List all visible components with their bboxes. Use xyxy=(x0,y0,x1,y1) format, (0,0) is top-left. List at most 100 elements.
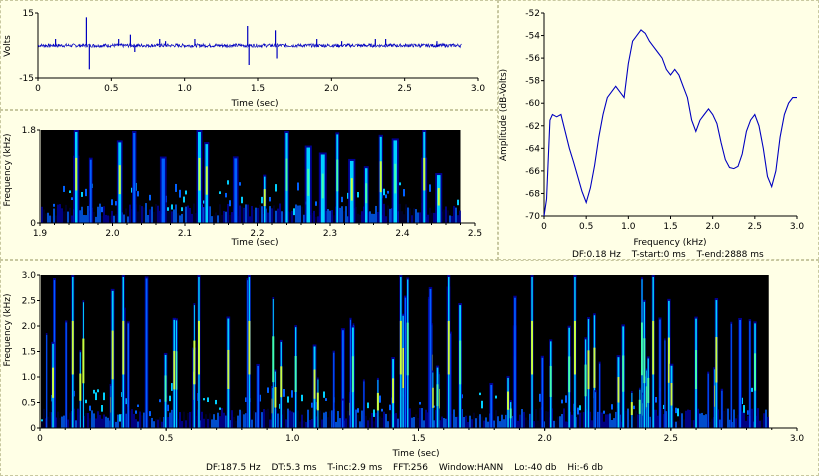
spectrogram-full-noise-cell xyxy=(417,417,419,428)
spectrogram-full-noise-cell xyxy=(563,408,565,428)
spectrogram-full-noise-cell xyxy=(555,420,557,428)
spectrogram-full-noise-cell xyxy=(141,415,143,428)
spectrogram-zoom-noise-cell xyxy=(403,214,405,223)
spectrogram-zoom-panel xyxy=(0,110,498,260)
spectrogram-zoom-noise-cell xyxy=(443,209,445,223)
spectrogram-full-event-peak xyxy=(617,377,620,403)
spectrogram-zoom-noise-cell xyxy=(431,212,433,223)
spectrogram-full-noise-cell xyxy=(759,420,761,428)
spectrogram-zoom-noise-cell xyxy=(127,216,129,223)
spectrogram-zoom-noise-cell xyxy=(293,215,295,223)
spectrogram-zoom-noise-cell xyxy=(101,206,103,213)
spectrogram-zoom-noise-cell xyxy=(179,215,181,223)
spectrum-y-tick-label: -68 xyxy=(525,189,540,199)
spectrogram-zoom-noise-cell xyxy=(389,208,391,223)
spectrogram-zoom-noise-cell xyxy=(203,200,205,204)
spectrogram-zoom-noise-cell xyxy=(303,214,305,223)
spectrogram-zoom-noise-cell xyxy=(179,189,181,198)
footer-tinc: T-inc:2.9 ms xyxy=(327,463,383,473)
spectrogram-zoom-noise-cell xyxy=(243,207,245,223)
spectrogram-full-noise-cell xyxy=(277,413,279,428)
spectrum-y-tick-label: -52 xyxy=(525,9,540,19)
spectrogram-zoom-noise-cell xyxy=(141,206,143,223)
spectrogram-zoom-noise-cell xyxy=(63,211,65,223)
spectrogram-zoom-noise-cell xyxy=(403,189,405,197)
spectrogram-zoom-noise-cell xyxy=(329,210,331,223)
spectrogram-zoom-noise-cell xyxy=(241,196,243,204)
spectrogram-zoom-noise-cell xyxy=(125,208,127,223)
spectrogram-zoom-noise-cell xyxy=(157,205,159,223)
spectrogram-zoom-noise-cell xyxy=(209,206,211,223)
spectrogram-zoom-noise-cell xyxy=(269,206,271,223)
spectrum-x-tick-label: 2.5 xyxy=(748,222,762,232)
spectrogram-full-noise-cell xyxy=(235,420,237,428)
spectrogram-full-noise-cell xyxy=(239,409,241,428)
spectrogram-full-event-core xyxy=(342,400,344,428)
spectrogram-full-noise-cell xyxy=(93,413,95,428)
spectrogram-zoom-event-core xyxy=(89,159,92,223)
spectrogram-full-noise-cell xyxy=(223,412,225,428)
spectrogram-full-noise-cell xyxy=(367,420,369,428)
spectrogram-full-noise-cell xyxy=(139,411,141,428)
spectrogram-full-noise-cell xyxy=(451,414,453,428)
spectrogram-zoom-noise-cell xyxy=(143,207,145,223)
spectrogram-full-noise-cell xyxy=(245,397,247,402)
spectrogram-full-noise-cell xyxy=(743,405,745,413)
spectrogram-full-noise-cell xyxy=(743,412,745,428)
spectrogram-full-event-core xyxy=(664,340,666,428)
spectrogram-full-noise-cell xyxy=(433,405,435,408)
spectrogram-zoom-noise-cell xyxy=(189,207,191,223)
waveform-trace xyxy=(37,42,462,49)
spectrogram-full-noise-cell xyxy=(387,421,389,428)
spectrogram-full-noise-cell xyxy=(597,411,599,428)
spectrogram-full-noise-cell xyxy=(95,418,97,428)
spectrogram-full-noise-cell xyxy=(527,420,529,428)
spectrogram-zoom-xlabel: Time (sec) xyxy=(230,238,278,248)
spectrum-footer-tend: T-end:2888 ms xyxy=(696,250,764,260)
spectrogram-zoom-noise-cell xyxy=(41,206,43,223)
spectrogram-full-noise-cell xyxy=(741,397,743,405)
spectrogram-zoom-noise-cell xyxy=(347,216,349,223)
spectrogram-full-noise-cell xyxy=(607,414,609,428)
spectrogram-full-noise-cell xyxy=(637,414,639,428)
spectrogram-full-noise-cell xyxy=(561,414,563,428)
spectrogram-full-noise-cell xyxy=(323,412,325,428)
spectrogram-zoom-event-peak xyxy=(336,159,339,192)
spectrogram-zoom-noise-cell xyxy=(229,214,231,223)
spectrum-x-tick-label: 3.0 xyxy=(790,222,805,232)
spectrogram-zoom-noise-cell xyxy=(247,204,249,223)
spectrogram-zoom-noise-cell xyxy=(53,203,55,207)
spectrogram-zoom-event-peak xyxy=(350,178,353,201)
spectrogram-full-ylabel: Frequency (kHz) xyxy=(3,293,13,366)
spectrogram-full-noise-cell xyxy=(203,398,205,401)
spectrogram-full-event-peak xyxy=(641,322,644,376)
spectrogram-full-event-peak xyxy=(431,387,434,408)
spectrogram-full-noise-cell xyxy=(463,416,465,428)
spectrogram-full-event-peak xyxy=(392,378,395,404)
spectrogram-zoom-noise-cell xyxy=(429,207,431,223)
spectrogram-full-noise-cell xyxy=(661,408,663,428)
spectrogram-full-noise-cell xyxy=(203,418,205,428)
spectrogram-full-noise-cell xyxy=(355,409,357,428)
spectrogram-full-noise-cell xyxy=(335,421,337,428)
spectrogram-full-y-tick-label: 0 xyxy=(30,424,36,434)
spectrogram-full-noise-cell xyxy=(323,391,325,398)
spectrogram-full-event-core xyxy=(247,280,249,428)
spectrogram-zoom-noise-cell xyxy=(171,204,173,210)
spectrogram-full-noise-cell xyxy=(443,418,445,428)
spectrogram-zoom-noise-cell xyxy=(211,216,213,223)
spectrogram-full-noise-cell xyxy=(67,419,69,428)
spectrogram-full-noise-cell xyxy=(209,413,211,428)
spectrogram-full-noise-cell xyxy=(455,416,457,428)
spectrogram-full-event-peak xyxy=(197,320,200,375)
spectrogram-full-noise-cell xyxy=(729,419,731,428)
spectrogram-full-event-peak xyxy=(652,320,655,375)
spectrogram-full-noise-cell xyxy=(159,399,161,403)
spectrogram-full-noise-cell xyxy=(561,399,563,404)
spectrogram-full-noise-cell xyxy=(383,411,385,428)
spectrum-line xyxy=(543,29,797,217)
spectrogram-full-noise-cell xyxy=(687,409,689,428)
spectrogram-full-noise-cell xyxy=(307,409,309,428)
spectrogram-zoom-noise-cell xyxy=(71,197,73,201)
spectrogram-full-noise-cell xyxy=(49,411,51,428)
